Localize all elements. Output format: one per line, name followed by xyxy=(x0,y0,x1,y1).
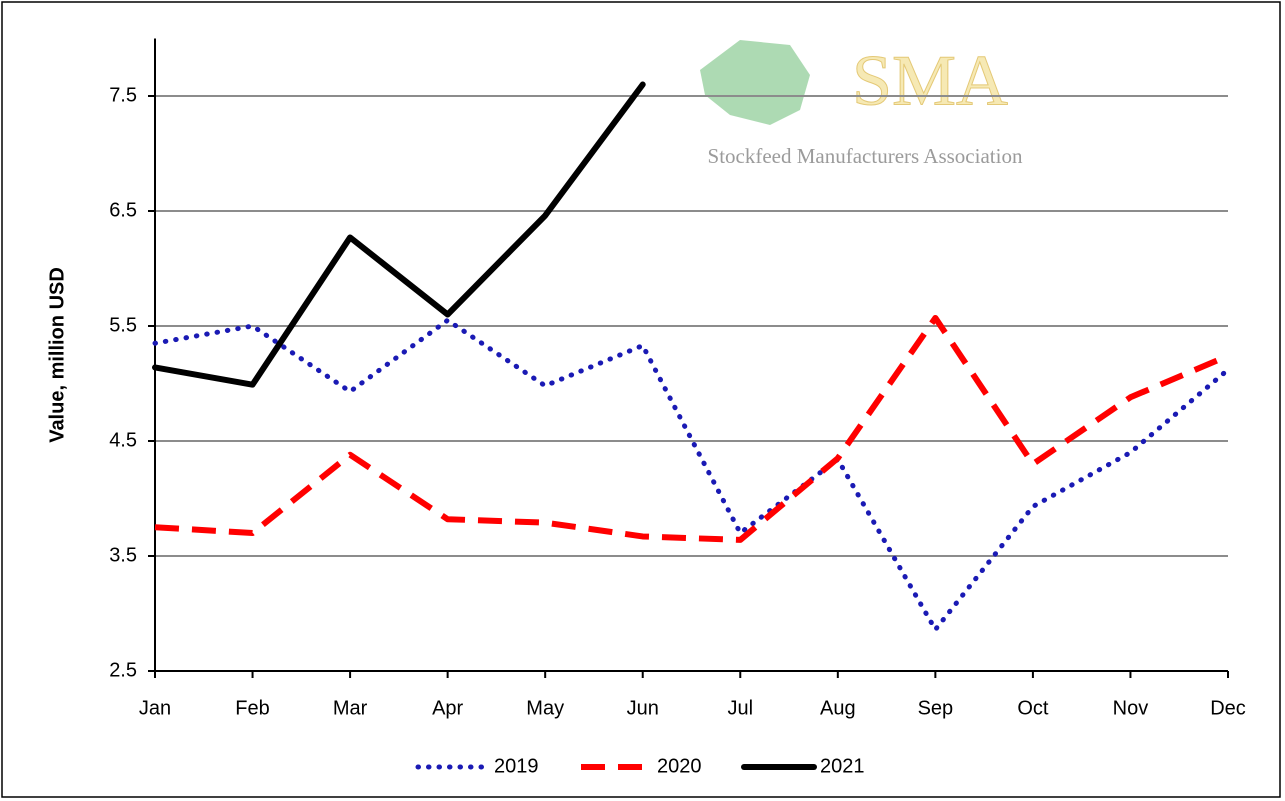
x-tick-label: Dec xyxy=(1210,697,1246,719)
x-tick-label: Nov xyxy=(1113,697,1149,719)
legend-label: 2021 xyxy=(820,755,865,777)
y-tick-label: 5.5 xyxy=(109,314,137,336)
x-tick-label: Apr xyxy=(432,697,463,719)
x-tick-label: Oct xyxy=(1017,697,1049,719)
x-tick-label: Sep xyxy=(918,697,954,719)
x-tick-label: Jan xyxy=(139,697,171,719)
x-tick-label: May xyxy=(526,697,564,719)
y-axis-label: Value, million USD xyxy=(46,267,68,443)
x-tick-label: Aug xyxy=(820,697,856,719)
series-line xyxy=(154,314,1230,543)
y-tick-label: 2.5 xyxy=(109,659,137,681)
y-tick-label: 7.5 xyxy=(109,84,137,106)
logo-title: SMA xyxy=(852,41,1008,121)
legend-label: 2019 xyxy=(494,755,539,777)
logo-subtitle: Stockfeed Manufacturers Association xyxy=(708,144,1023,168)
y-tick-label: 3.5 xyxy=(109,544,137,566)
y-tick-label: 6.5 xyxy=(109,199,137,221)
logo: SMA Stockfeed Manufacturers Association xyxy=(700,40,1023,168)
x-tick-label: Jun xyxy=(627,697,659,719)
logo-map xyxy=(700,40,810,125)
x-tick-label: Mar xyxy=(333,697,368,719)
x-tick-label: Feb xyxy=(235,697,269,719)
y-tick-label: 4.5 xyxy=(109,429,137,451)
x-tick-label: Jul xyxy=(727,697,753,719)
series-line xyxy=(152,81,646,388)
legend-label: 2020 xyxy=(657,755,702,777)
